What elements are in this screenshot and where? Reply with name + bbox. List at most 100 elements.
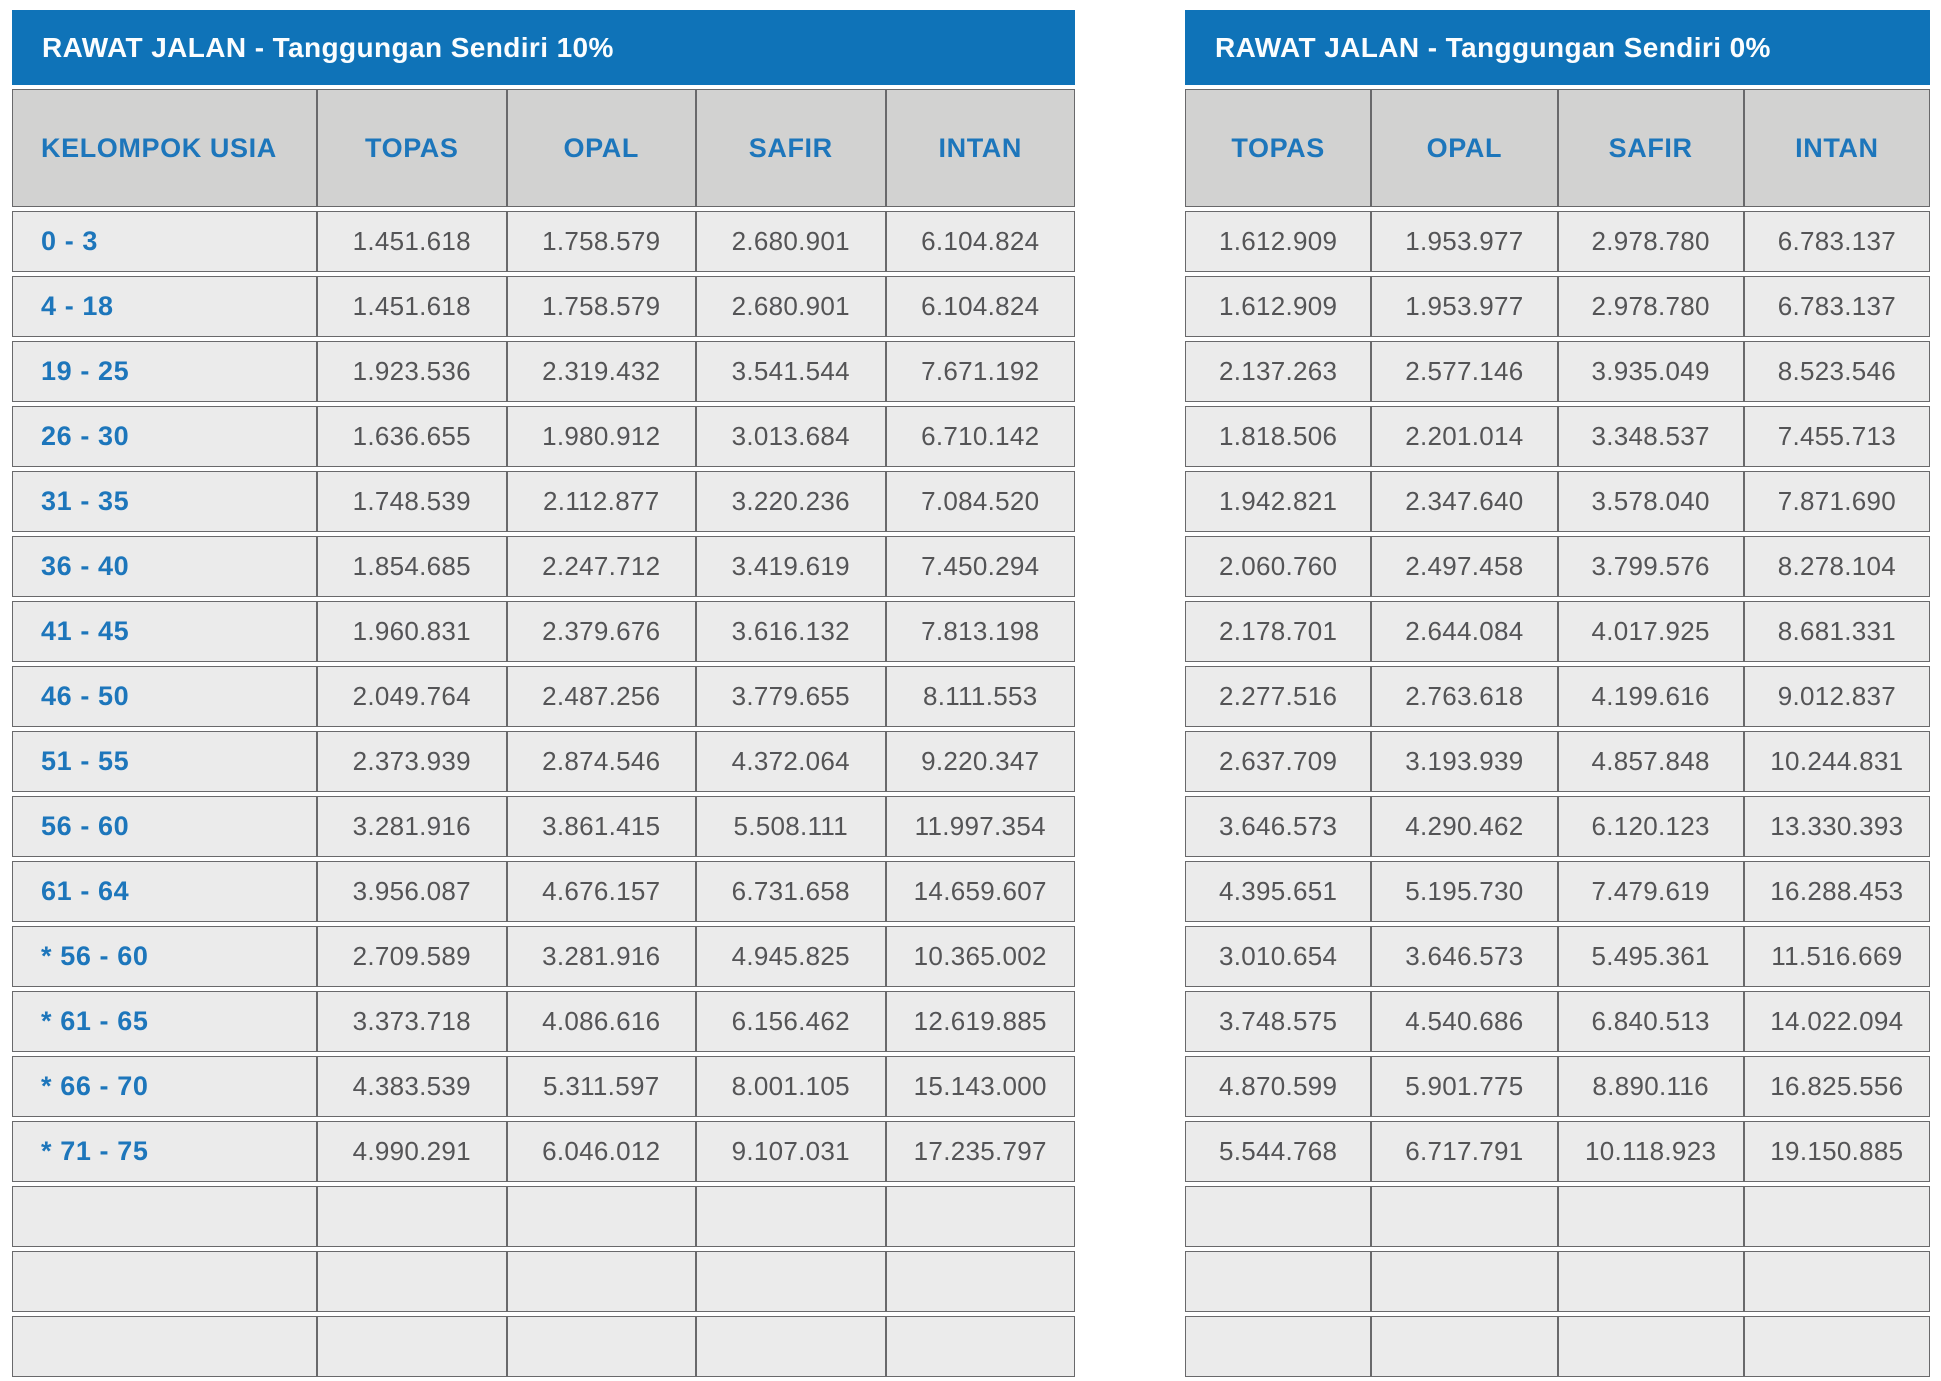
price-cell: 2.178.701 <box>1185 601 1372 662</box>
price-cell: 4.017.925 <box>1557 601 1744 662</box>
table-row <box>1185 1316 1930 1377</box>
table-row: 4.395.651 5.195.730 7.479.619 16.288.453 <box>1185 861 1930 922</box>
price-cell: 6.156.462 <box>696 991 886 1052</box>
table-row: 31 - 35 1.748.539 2.112.877 3.220.236 7.084.… <box>12 471 1075 532</box>
price-cell: 2.874.546 <box>506 731 696 792</box>
price-cell: 2.049.764 <box>317 666 507 727</box>
empty-cell <box>12 1186 317 1247</box>
price-cell: 5.544.768 <box>1185 1121 1372 1182</box>
price-cell: 2.060.760 <box>1185 536 1372 597</box>
price-cell: 15.143.000 <box>885 1056 1075 1117</box>
table-row: 2.277.516 2.763.618 4.199.616 9.012.837 <box>1185 666 1930 727</box>
table-row: 2.178.701 2.644.084 4.017.925 8.681.331 <box>1185 601 1930 662</box>
price-cell: 9.107.031 <box>696 1121 886 1182</box>
price-cell: 3.281.916 <box>317 796 507 857</box>
price-cell: 1.748.539 <box>317 471 507 532</box>
age-group-cell: 41 - 45 <box>12 601 317 662</box>
price-cell: 2.379.676 <box>506 601 696 662</box>
price-cell: 5.901.775 <box>1371 1056 1558 1117</box>
price-cell: 3.578.040 <box>1557 471 1744 532</box>
empty-cell <box>506 1316 696 1377</box>
empty-cell <box>317 1186 507 1247</box>
col-header-topas: TOPAS <box>317 89 507 207</box>
table-row <box>1185 1251 1930 1312</box>
empty-cell <box>885 1186 1075 1247</box>
price-cell: 14.022.094 <box>1743 991 1930 1052</box>
price-cell: 9.220.347 <box>885 731 1075 792</box>
empty-cell <box>506 1186 696 1247</box>
empty-cell <box>1743 1316 1930 1377</box>
age-group-cell: * 56 - 60 <box>12 926 317 987</box>
col-header-kelompok-usia: KELOMPOK USIA <box>12 89 317 207</box>
price-cell: 1.758.579 <box>506 276 696 337</box>
empty-cell <box>696 1186 886 1247</box>
age-group-cell: 4 - 18 <box>12 276 317 337</box>
price-cell: 6.717.791 <box>1371 1121 1558 1182</box>
price-cell: 6.783.137 <box>1743 276 1930 337</box>
price-cell: 3.748.575 <box>1185 991 1372 1052</box>
table-row: * 66 - 70 4.383.539 5.311.597 8.001.105 15.1… <box>12 1056 1075 1117</box>
table-row: 2.637.709 3.193.939 4.857.848 10.244.831 <box>1185 731 1930 792</box>
empty-cell <box>506 1251 696 1312</box>
price-cell: 4.372.064 <box>696 731 886 792</box>
age-group-cell: 46 - 50 <box>12 666 317 727</box>
price-cell: 2.137.263 <box>1185 341 1372 402</box>
price-cell: 1.758.579 <box>506 211 696 272</box>
price-cell: 2.487.256 <box>506 666 696 727</box>
table-row: 56 - 60 3.281.916 3.861.415 5.508.111 11.997… <box>12 796 1075 857</box>
price-cell: 10.244.831 <box>1743 731 1930 792</box>
price-cell: 12.619.885 <box>885 991 1075 1052</box>
price-cell: 16.288.453 <box>1743 861 1930 922</box>
price-cell: 2.680.901 <box>696 276 886 337</box>
price-cell: 10.365.002 <box>885 926 1075 987</box>
right-title: RAWAT JALAN - Tanggungan Sendiri 0% <box>1215 31 1771 63</box>
price-cell: 3.616.132 <box>696 601 886 662</box>
price-cell: 1.923.536 <box>317 341 507 402</box>
price-cell: 2.112.877 <box>506 471 696 532</box>
price-cell: 5.195.730 <box>1371 861 1558 922</box>
price-cell: 2.373.939 <box>317 731 507 792</box>
price-cell: 8.523.546 <box>1743 341 1930 402</box>
price-cell: 2.277.516 <box>1185 666 1372 727</box>
price-cell: 3.373.718 <box>317 991 507 1052</box>
age-group-cell: * 71 - 75 <box>12 1121 317 1182</box>
age-group-cell: 61 - 64 <box>12 861 317 922</box>
price-cell: 7.671.192 <box>885 341 1075 402</box>
price-cell: 1.960.831 <box>317 601 507 662</box>
price-cell: 7.450.294 <box>885 536 1075 597</box>
price-cell: 7.813.198 <box>885 601 1075 662</box>
age-group-cell: 31 - 35 <box>12 471 317 532</box>
right-title-bar: RAWAT JALAN - Tanggungan Sendiri 0% <box>1185 10 1930 85</box>
table-row: 3.748.575 4.540.686 6.840.513 14.022.094 <box>1185 991 1930 1052</box>
empty-cell <box>12 1316 317 1377</box>
left-title-bar: RAWAT JALAN - Tanggungan Sendiri 10% <box>12 10 1075 85</box>
price-cell: 3.956.087 <box>317 861 507 922</box>
price-cell: 9.012.837 <box>1743 666 1930 727</box>
table-row: 0 - 3 1.451.618 1.758.579 2.680.901 6.104.82… <box>12 211 1075 272</box>
right-price-table: TOPAS OPAL SAFIR INTAN 1.612.909 1.953.97… <box>1185 85 1930 1381</box>
table-row: 1.818.506 2.201.014 3.348.537 7.455.713 <box>1185 406 1930 467</box>
col-header-intan: INTAN <box>1743 89 1930 207</box>
price-cell: 4.383.539 <box>317 1056 507 1117</box>
price-cell: 1.953.977 <box>1371 211 1558 272</box>
price-cell: 6.046.012 <box>506 1121 696 1182</box>
table-row: 1.942.821 2.347.640 3.578.040 7.871.690 <box>1185 471 1930 532</box>
empty-cell <box>1185 1186 1372 1247</box>
price-cell: 4.395.651 <box>1185 861 1372 922</box>
price-cell: 2.978.780 <box>1557 276 1744 337</box>
price-cell: 3.541.544 <box>696 341 886 402</box>
price-cell: 3.861.415 <box>506 796 696 857</box>
price-cell: 2.709.589 <box>317 926 507 987</box>
price-cell: 1.451.618 <box>317 211 507 272</box>
table-row: 26 - 30 1.636.655 1.980.912 3.013.684 6.710.… <box>12 406 1075 467</box>
price-cell: 2.201.014 <box>1371 406 1558 467</box>
price-cell: 8.111.553 <box>885 666 1075 727</box>
price-cell: 3.281.916 <box>506 926 696 987</box>
empty-cell <box>1185 1316 1372 1377</box>
price-cell: 3.779.655 <box>696 666 886 727</box>
price-cell: 19.150.885 <box>1743 1121 1930 1182</box>
table-row: 46 - 50 2.049.764 2.487.256 3.779.655 8.111.… <box>12 666 1075 727</box>
price-cell: 8.681.331 <box>1743 601 1930 662</box>
col-header-intan: INTAN <box>885 89 1075 207</box>
age-group-cell: 19 - 25 <box>12 341 317 402</box>
